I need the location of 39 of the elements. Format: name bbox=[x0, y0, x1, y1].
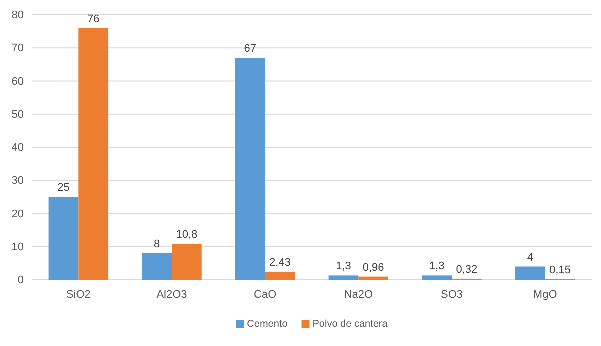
x-tick-label: Al2O3 bbox=[156, 288, 188, 301]
bar bbox=[265, 272, 296, 280]
bar bbox=[235, 58, 266, 280]
y-tick-label: 60 bbox=[12, 76, 24, 88]
x-tick-label: SO3 bbox=[440, 288, 464, 301]
x-tick-label: MgO bbox=[533, 288, 558, 301]
data-label: 76 bbox=[87, 13, 100, 26]
bar bbox=[78, 28, 109, 280]
data-label: 2,43 bbox=[270, 256, 291, 269]
bar bbox=[422, 276, 452, 280]
bar bbox=[515, 266, 546, 280]
y-tick-label: 40 bbox=[12, 142, 24, 154]
bar bbox=[142, 254, 172, 280]
legend-label: Polvo de cantera bbox=[312, 319, 388, 330]
bar bbox=[358, 276, 389, 280]
y-tick-label: 0 bbox=[18, 274, 24, 287]
bar bbox=[328, 276, 359, 280]
x-tick-label: SiO2 bbox=[66, 288, 91, 301]
data-label: 0,32 bbox=[456, 264, 478, 276]
data-label: 8 bbox=[154, 238, 160, 250]
y-tick-label: 80 bbox=[12, 10, 24, 22]
data-label: 0,15 bbox=[550, 264, 571, 277]
bar bbox=[48, 197, 79, 280]
y-tick-label: 10 bbox=[12, 241, 24, 254]
legend-label: Cemento bbox=[247, 319, 288, 330]
data-label: 67 bbox=[244, 43, 257, 56]
data-label: 1,3 bbox=[336, 260, 352, 273]
data-label: 25 bbox=[58, 182, 70, 194]
x-tick-label: CaO bbox=[254, 288, 278, 301]
bar bbox=[172, 244, 202, 280]
y-tick-label: 20 bbox=[12, 208, 24, 220]
data-label: 4 bbox=[527, 252, 534, 264]
data-label: 1,3 bbox=[429, 260, 445, 273]
data-label: 0,96 bbox=[362, 262, 384, 274]
y-tick-label: 30 bbox=[12, 175, 24, 188]
y-tick-label: 70 bbox=[12, 42, 24, 55]
y-tick-label: 50 bbox=[12, 108, 24, 121]
x-tick-label: Na2O bbox=[344, 288, 374, 301]
data-label: 10,8 bbox=[176, 229, 198, 242]
